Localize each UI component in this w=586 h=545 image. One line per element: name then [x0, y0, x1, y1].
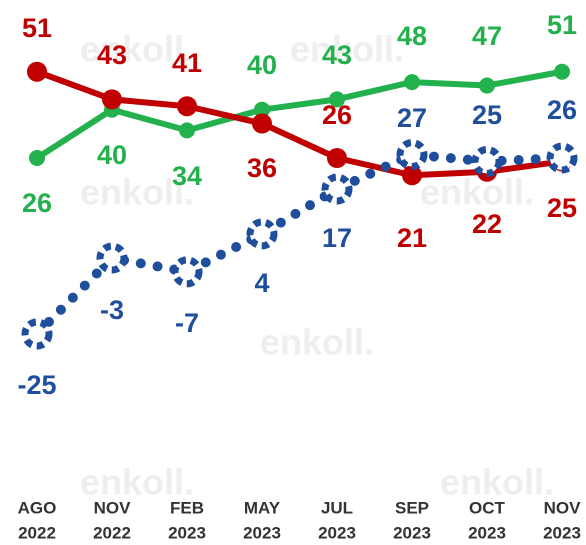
x-tick-label: 2023	[243, 523, 281, 542]
marker	[177, 96, 197, 117]
data-label: 17	[322, 223, 352, 253]
marker	[102, 89, 122, 110]
watermark: enkoll.	[420, 172, 534, 213]
marker	[21, 318, 53, 350]
x-tick-label: 2023	[393, 523, 431, 542]
data-label: 26	[322, 100, 352, 130]
marker	[27, 61, 47, 82]
marker	[546, 142, 578, 174]
data-label: 4	[254, 268, 269, 298]
marker	[246, 218, 278, 250]
data-label: 48	[397, 21, 427, 51]
series-line	[34, 68, 565, 179]
data-label: 26	[547, 95, 577, 125]
marker	[252, 113, 272, 134]
watermark: enkoll.	[80, 172, 194, 213]
data-label: 22	[472, 209, 502, 239]
data-label: 26	[22, 188, 52, 218]
marker	[402, 165, 422, 186]
x-tick-label: FEB	[170, 498, 204, 517]
series-line	[34, 68, 565, 161]
x-tick-label: JUL	[321, 498, 353, 517]
x-tick-label: 2023	[543, 523, 581, 542]
marker	[171, 256, 203, 288]
data-label: 47	[472, 21, 502, 51]
marker	[179, 122, 195, 139]
data-label: -7	[175, 308, 199, 338]
data-label: 43	[97, 40, 127, 70]
marker	[29, 150, 45, 166]
data-label: 25	[547, 193, 577, 223]
x-tick-label: 2023	[318, 523, 356, 542]
data-label: 25	[472, 100, 502, 130]
marker	[96, 242, 128, 274]
marker	[327, 148, 347, 168]
data-label: 27	[397, 103, 427, 133]
marker	[321, 173, 353, 205]
watermark: enkoll.	[80, 29, 194, 70]
x-tick-label: AGO	[18, 498, 57, 517]
watermark: enkoll.	[260, 322, 374, 363]
marker	[554, 63, 570, 80]
data-label: -3	[100, 295, 124, 325]
x-tick-label: 2022	[18, 523, 56, 542]
watermark: enkoll.	[440, 462, 554, 503]
x-tick-label: 2023	[168, 523, 206, 542]
marker	[479, 77, 495, 94]
x-tick-label: NOV	[94, 498, 132, 517]
data-label: 41	[172, 48, 202, 78]
data-label: 40	[247, 50, 277, 80]
x-tick-label: MAY	[244, 498, 281, 517]
marker	[471, 145, 503, 177]
marker	[396, 139, 428, 171]
marker	[329, 91, 345, 108]
data-label: 21	[397, 223, 427, 253]
watermark: enkoll.	[80, 462, 194, 503]
x-tick-label: 2022	[93, 523, 131, 542]
marker	[404, 74, 420, 91]
data-label: 51	[22, 13, 52, 43]
x-tick-label: SEP	[395, 498, 429, 517]
marker	[254, 101, 270, 118]
x-tick-label: 2023	[468, 523, 506, 542]
data-label: 51	[547, 10, 577, 40]
data-label: 43	[322, 40, 352, 70]
data-label: 34	[172, 161, 202, 191]
data-label: -25	[17, 370, 56, 400]
watermark: enkoll.	[290, 29, 404, 70]
data-label: 40	[97, 140, 127, 170]
watermarks: enkoll. enkoll. enkoll. enkoll. enkoll. …	[80, 29, 554, 503]
x-tick-label: OCT	[469, 498, 506, 517]
data-label: 36	[247, 153, 277, 183]
x-tick-label: NOV	[544, 498, 582, 517]
